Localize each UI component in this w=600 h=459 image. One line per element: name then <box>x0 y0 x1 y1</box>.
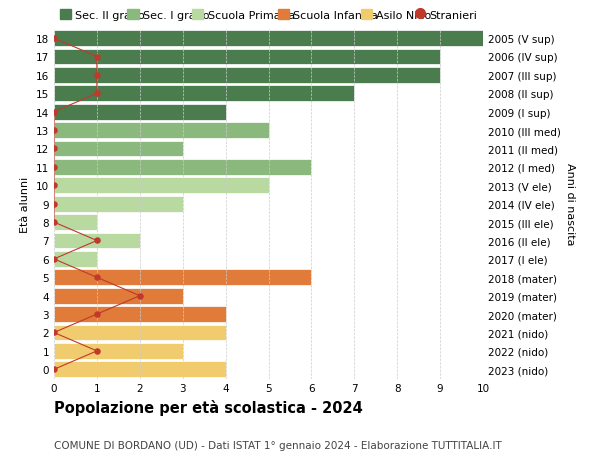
Legend: Sec. II grado, Sec. I grado, Scuola Primaria, Scuola Infanzia, Asilo Nido, Stran: Sec. II grado, Sec. I grado, Scuola Prim… <box>59 10 478 21</box>
Bar <box>54 362 226 377</box>
Point <box>49 256 59 263</box>
Bar <box>54 178 269 194</box>
Point <box>49 127 59 134</box>
Bar <box>54 325 226 341</box>
Point <box>49 35 59 43</box>
Bar <box>54 288 183 304</box>
Bar <box>54 307 226 322</box>
Bar <box>54 343 183 359</box>
Bar <box>54 141 183 157</box>
Point <box>49 366 59 373</box>
Point <box>49 219 59 226</box>
Bar <box>54 252 97 267</box>
Point <box>92 72 102 79</box>
Bar <box>54 160 311 175</box>
Bar <box>54 123 269 139</box>
Y-axis label: Età alunni: Età alunni <box>20 176 31 232</box>
Bar <box>54 196 183 212</box>
Bar <box>54 68 440 84</box>
Bar <box>54 105 226 120</box>
Point <box>49 201 59 208</box>
Point <box>135 292 145 300</box>
Point <box>92 347 102 355</box>
Point <box>49 109 59 116</box>
Point <box>49 164 59 171</box>
Bar <box>54 270 311 285</box>
Point <box>92 311 102 318</box>
Text: COMUNE DI BORDANO (UD) - Dati ISTAT 1° gennaio 2024 - Elaborazione TUTTITALIA.IT: COMUNE DI BORDANO (UD) - Dati ISTAT 1° g… <box>54 440 502 450</box>
Bar <box>54 233 140 249</box>
Point <box>92 237 102 245</box>
Bar <box>54 50 440 65</box>
Bar <box>54 31 483 47</box>
Text: Popolazione per età scolastica - 2024: Popolazione per età scolastica - 2024 <box>54 399 363 415</box>
Bar <box>54 215 97 230</box>
Point <box>92 54 102 61</box>
Y-axis label: Anni di nascita: Anni di nascita <box>565 163 575 246</box>
Point <box>49 146 59 153</box>
Point <box>49 329 59 336</box>
Bar <box>54 86 355 102</box>
Point <box>92 90 102 98</box>
Point <box>92 274 102 281</box>
Point <box>49 182 59 190</box>
